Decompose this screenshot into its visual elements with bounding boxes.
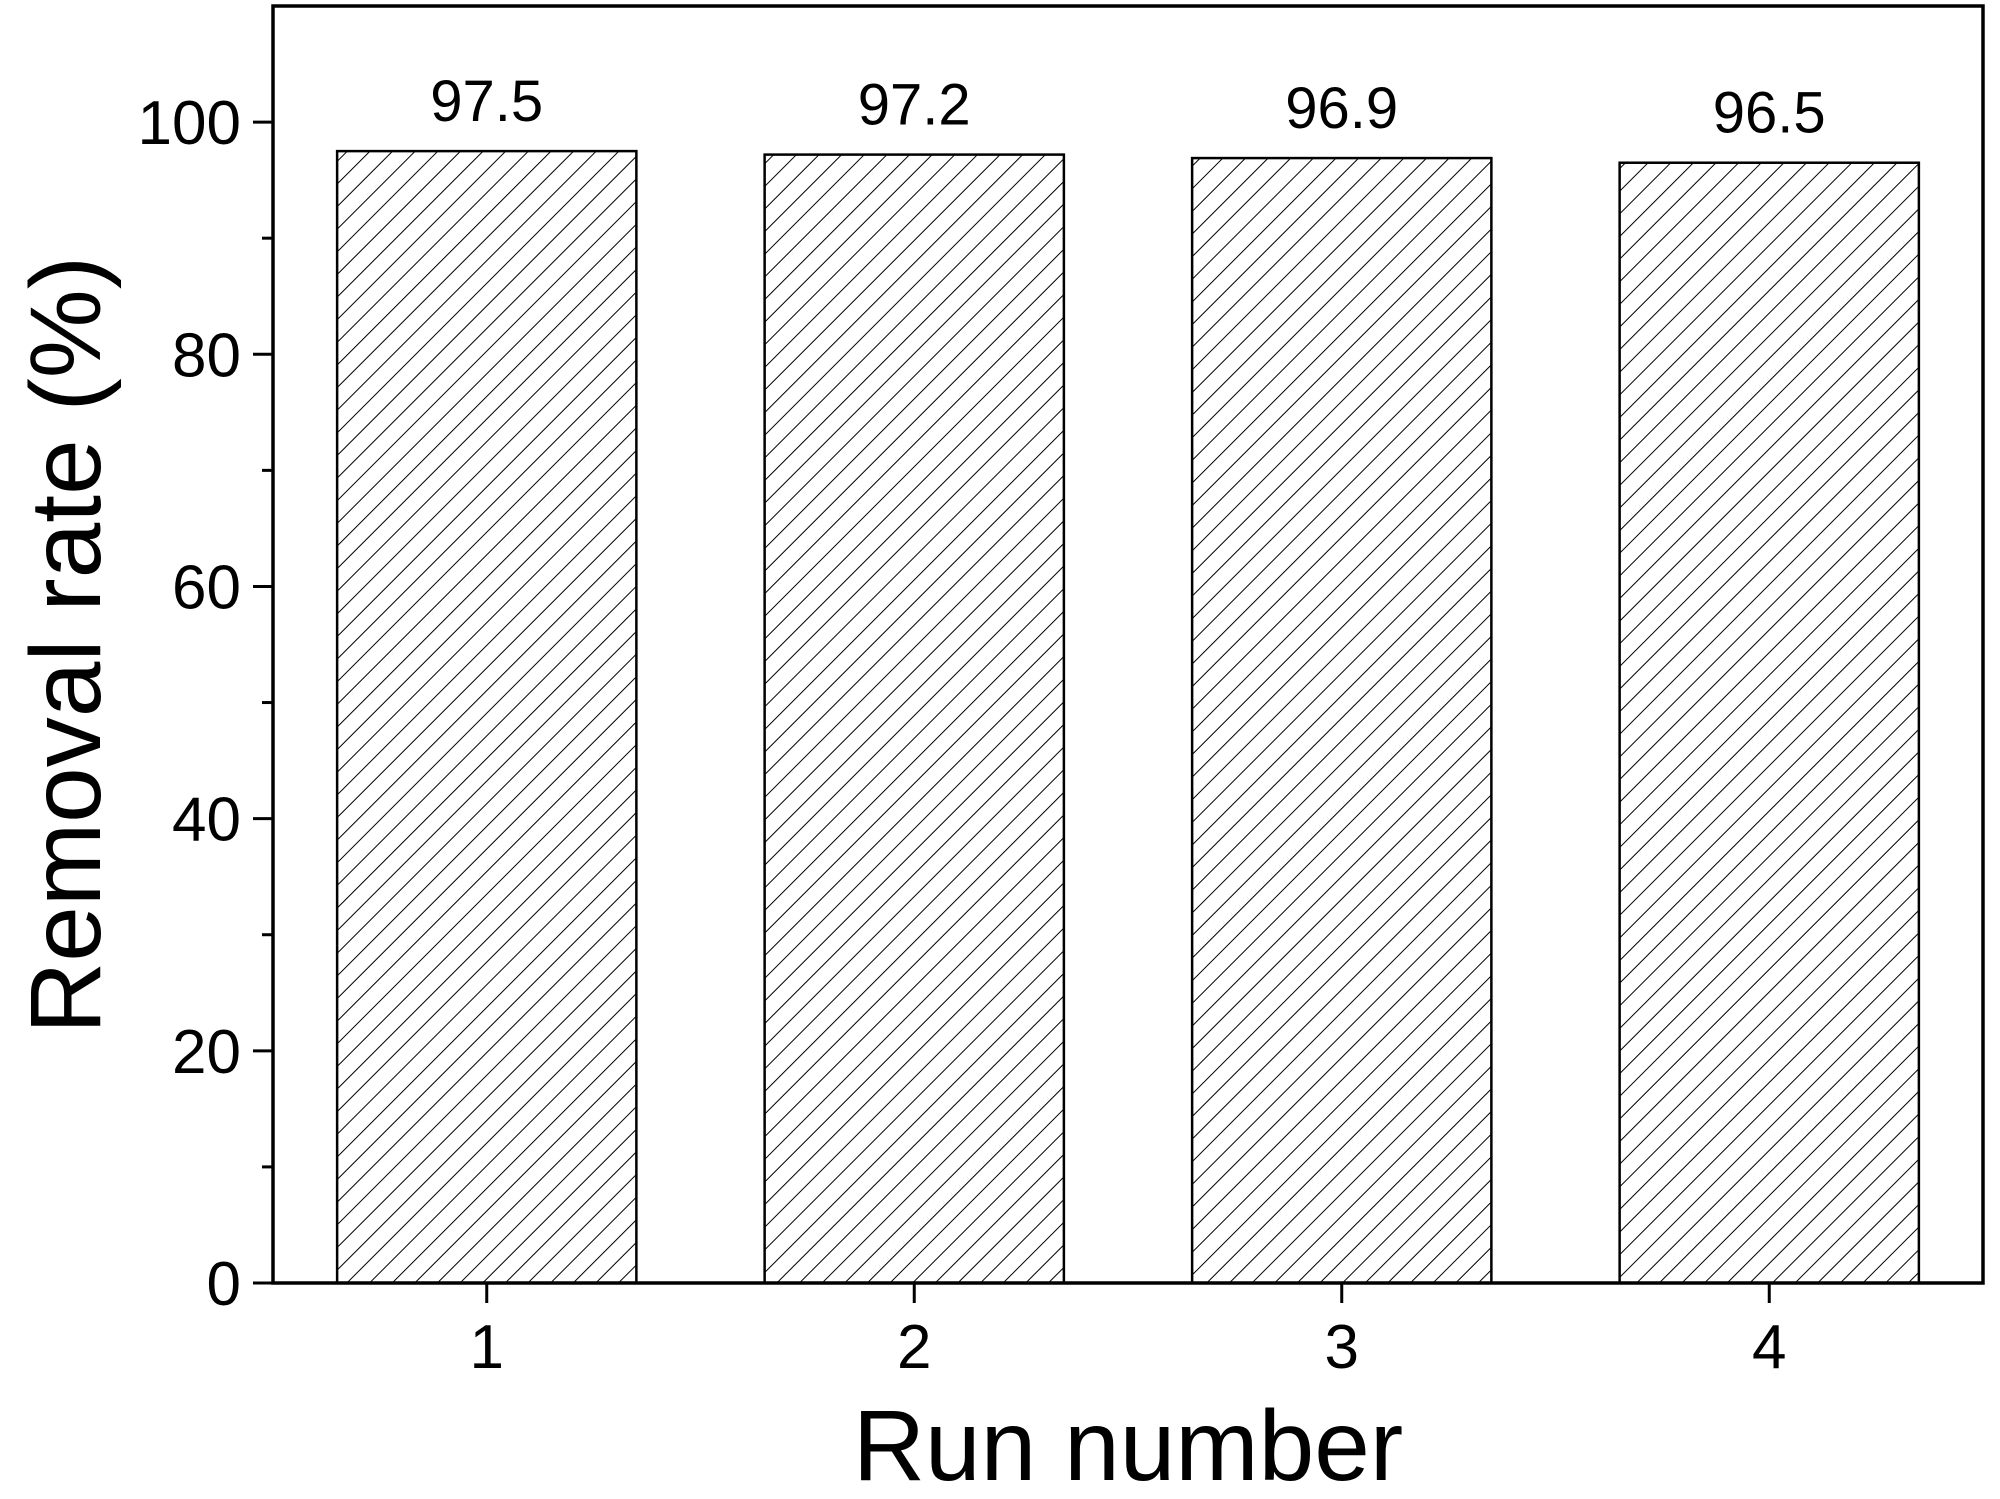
bar	[763, 153, 1066, 1285]
x-tick-label: 3	[1325, 1313, 1359, 1382]
x-tick-label: 2	[897, 1313, 931, 1382]
bar	[1618, 161, 1921, 1285]
x-tick-label: 1	[470, 1313, 504, 1382]
bar	[335, 149, 638, 1285]
y-tick-label: 20	[172, 1018, 241, 1087]
y-axis-title: Removal rate (%)	[10, 256, 122, 1034]
y-tick-label: 0	[207, 1250, 241, 1319]
value-label: 96.9	[1285, 76, 1398, 141]
value-label: 97.5	[430, 69, 543, 134]
y-tick-label: 80	[172, 321, 241, 390]
x-tick-label: 4	[1752, 1313, 1786, 1382]
x-axis-title: Run number	[853, 1390, 1403, 1499]
plot-frame	[271, 4, 1985, 1285]
y-tick-label: 100	[138, 89, 241, 158]
y-tick-label: 40	[172, 786, 241, 855]
value-label: 96.5	[1713, 81, 1826, 146]
value-label: 97.2	[858, 73, 971, 138]
bar	[1190, 156, 1493, 1285]
y-tick-label: 60	[172, 553, 241, 622]
